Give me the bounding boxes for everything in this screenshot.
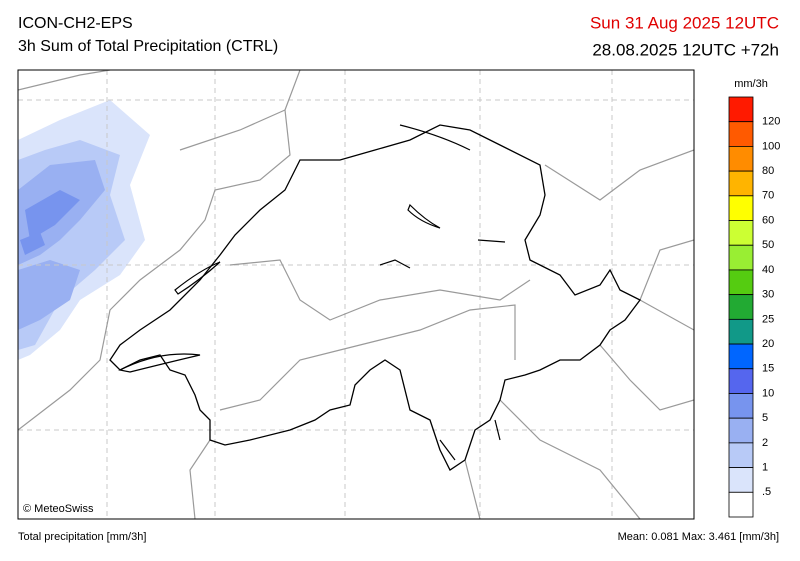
run-time: 28.08.2025 12UTC +72h [592, 40, 779, 59]
legend-label: 70 [762, 190, 774, 202]
legend-unit: mm/3h [734, 78, 768, 90]
legend-box [728, 121, 754, 147]
legend-label: 2 [762, 437, 768, 449]
legend-label: 120 [762, 116, 780, 128]
legend-label: 10 [762, 387, 774, 399]
legend-box [728, 368, 754, 394]
product-name: 3h Sum of Total Precipitation (CTRL) [18, 38, 278, 55]
legend-label: 40 [762, 264, 774, 276]
legend-box [728, 491, 754, 518]
legend-box [728, 343, 754, 370]
legend-box [728, 170, 754, 197]
legend-box [728, 220, 754, 246]
swiss-border [109, 124, 641, 471]
map-frame [17, 69, 695, 520]
legend: mm/3h 120 100 80 70 60 50 40 30 25 20 15 10 5 2 1 .5 [728, 78, 780, 518]
legend-label: 100 [762, 140, 780, 152]
legend-label: 50 [762, 239, 774, 251]
valid-time: Sun 31 Aug 2025 12UTC [590, 13, 779, 32]
model-name: ICON-CH2-EPS [18, 15, 133, 32]
lakes [118, 124, 506, 461]
legend-label: .5 [762, 486, 771, 498]
legend-box [728, 195, 754, 221]
footer-left: Total precipitation [mm/3h] [18, 531, 146, 543]
legend-box [728, 294, 754, 320]
legend-box [728, 269, 754, 296]
neighbour-borders [18, 70, 694, 519]
legend-label: 15 [762, 363, 774, 375]
legend-box [728, 467, 754, 493]
legend-box [728, 417, 754, 444]
legend-label: 80 [762, 165, 774, 177]
legend-box [728, 244, 754, 271]
legend-box [728, 442, 754, 468]
footer-stats: Mean: 0.081 Max: 3.461 [mm/3h] [618, 531, 779, 543]
legend-box [728, 393, 754, 419]
legend-box [728, 146, 754, 172]
precipitation-area [18, 100, 150, 360]
legend-label: 25 [762, 313, 774, 325]
legend-label: 20 [762, 338, 774, 350]
legend-label: 1 [762, 461, 768, 473]
legend-label: 5 [762, 412, 768, 424]
legend-box [728, 318, 754, 345]
grid [18, 70, 694, 519]
copyright: © MeteoSwiss [23, 503, 94, 515]
map: © MeteoSwiss [17, 69, 695, 520]
legend-box [728, 96, 754, 123]
legend-label: 30 [762, 289, 774, 301]
legend-label: 60 [762, 214, 774, 226]
